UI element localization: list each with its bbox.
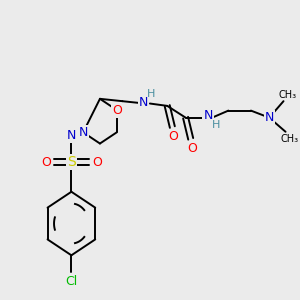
Text: CH₃: CH₃ xyxy=(280,134,299,144)
Text: O: O xyxy=(92,156,102,169)
Text: O: O xyxy=(168,130,178,143)
Text: O: O xyxy=(112,103,122,116)
Text: Cl: Cl xyxy=(65,275,77,288)
Text: N: N xyxy=(265,111,274,124)
Text: H: H xyxy=(212,120,220,130)
Text: N: N xyxy=(79,126,88,139)
Text: N: N xyxy=(203,109,213,122)
Text: N: N xyxy=(139,96,148,109)
Text: H: H xyxy=(147,89,155,99)
Text: O: O xyxy=(187,142,197,155)
Text: O: O xyxy=(41,156,51,169)
Text: S: S xyxy=(67,155,76,170)
Text: CH₃: CH₃ xyxy=(278,90,297,100)
Text: N: N xyxy=(67,129,76,142)
